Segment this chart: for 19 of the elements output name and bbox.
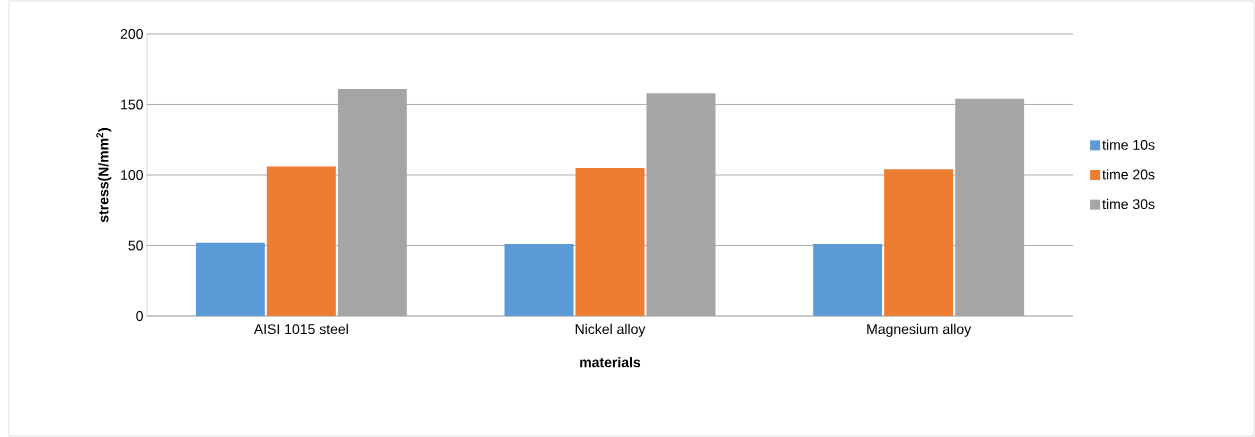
- x-tick-label: Magnesium alloy: [867, 323, 972, 337]
- y-tick-label: 100: [121, 170, 143, 180]
- legend-label: time 30s: [1102, 198, 1155, 210]
- legend-label: time 20s: [1102, 169, 1155, 180]
- x-tick-label: Nickel alloy: [575, 323, 646, 337]
- x-axis-title: materials: [580, 356, 641, 368]
- legend-label: time 10s: [1102, 139, 1155, 150]
- bar: [575, 167, 645, 316]
- y-tick-label: 50: [128, 240, 143, 251]
- bar: [266, 166, 336, 316]
- bar: [195, 242, 265, 316]
- y-axis-title: stress(N/mm$^{2}$): [96, 127, 112, 223]
- y-tick-label: 200: [120, 29, 143, 39]
- y-tick-label: 0: [136, 311, 143, 321]
- x-tick-label: AISI 1015 steel: [253, 323, 348, 335]
- bar: [813, 244, 883, 316]
- bar: [504, 244, 574, 316]
- bar: [884, 169, 954, 316]
- y-tick-label: 150: [121, 99, 143, 110]
